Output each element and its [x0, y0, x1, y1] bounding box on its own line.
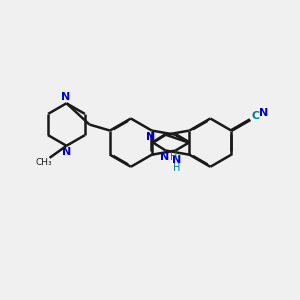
Text: N: N — [259, 108, 268, 118]
Text: CH₃: CH₃ — [36, 158, 52, 167]
Text: N: N — [160, 152, 169, 162]
Text: N: N — [62, 147, 72, 157]
Text: N: N — [146, 132, 155, 142]
Text: N: N — [172, 155, 182, 165]
Text: N: N — [61, 92, 70, 102]
Text: H: H — [170, 152, 178, 162]
Text: H: H — [173, 163, 181, 173]
Text: C: C — [251, 111, 260, 121]
